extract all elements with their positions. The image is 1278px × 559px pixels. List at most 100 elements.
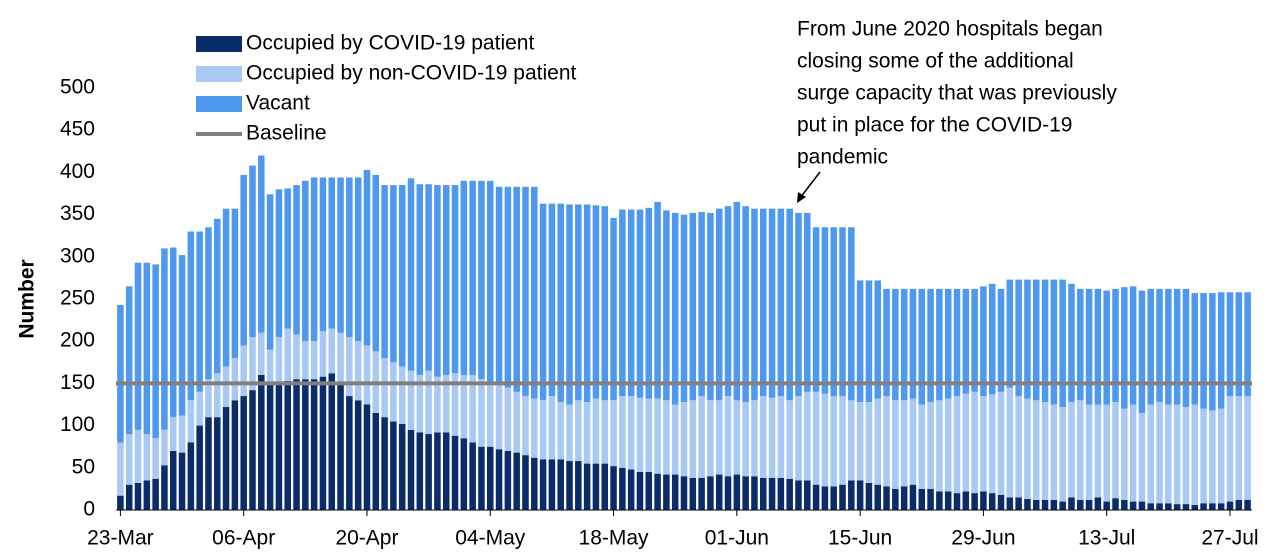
bar-segment bbox=[205, 417, 212, 510]
bar-segment bbox=[169, 450, 177, 510]
y-axis-label: Number bbox=[16, 259, 39, 338]
bar-segment bbox=[1165, 288, 1172, 405]
bar-segment bbox=[539, 400, 547, 460]
y-tick-label: 450 bbox=[60, 118, 95, 141]
x-tick-label: 29-Jun bbox=[951, 527, 1015, 550]
bar-segment bbox=[786, 208, 793, 401]
y-tick-label: 350 bbox=[60, 202, 95, 225]
bar-segment bbox=[548, 203, 556, 397]
bar-segment bbox=[1077, 288, 1084, 401]
bar-segment bbox=[892, 288, 899, 401]
bar-segment bbox=[134, 262, 142, 430]
bar-segment bbox=[205, 379, 212, 418]
bar-segment bbox=[487, 383, 494, 447]
bar-segment bbox=[592, 398, 600, 464]
bar-segment bbox=[134, 429, 142, 483]
bar-segment bbox=[469, 442, 476, 510]
bar-segment bbox=[178, 415, 186, 453]
bar-segment bbox=[751, 476, 758, 510]
bar-segment bbox=[1129, 286, 1137, 405]
bar-segment bbox=[513, 452, 520, 510]
bar-segment bbox=[372, 174, 380, 352]
bar-segment bbox=[1226, 501, 1234, 510]
bar-segment bbox=[1059, 279, 1066, 408]
bar-segment bbox=[874, 398, 881, 485]
bar-segment bbox=[495, 449, 503, 510]
bar-segment bbox=[724, 476, 732, 510]
bar-segment bbox=[795, 396, 802, 481]
bar-segment bbox=[460, 374, 468, 439]
bar-segment bbox=[865, 401, 873, 483]
bar-segment bbox=[407, 370, 415, 430]
bar-segment bbox=[839, 396, 846, 485]
bar-segment bbox=[1191, 404, 1199, 505]
bar-segment bbox=[1068, 497, 1075, 510]
bar-segment bbox=[680, 401, 688, 477]
bar-segment bbox=[1103, 404, 1110, 502]
bar-segment bbox=[645, 472, 653, 510]
bar-segment bbox=[698, 477, 705, 510]
bar-segment bbox=[1121, 408, 1128, 500]
bar-segment bbox=[363, 169, 371, 346]
bar-segment bbox=[1103, 501, 1110, 510]
bar-segment bbox=[548, 396, 556, 460]
bar-segment bbox=[1156, 288, 1163, 402]
bar-segment bbox=[284, 380, 291, 510]
bar-segment bbox=[513, 186, 520, 392]
bar-segment bbox=[980, 286, 987, 397]
bar-segment bbox=[575, 461, 582, 510]
bar-segment bbox=[733, 474, 741, 510]
annotation: closing some of the additional bbox=[797, 50, 1074, 73]
bar-segment bbox=[222, 366, 230, 408]
bar-segment bbox=[469, 180, 476, 375]
bar-segment bbox=[214, 417, 221, 510]
bar-segment bbox=[478, 180, 485, 380]
bar-segment bbox=[795, 480, 802, 510]
bar-segment bbox=[883, 486, 890, 510]
bar-segment bbox=[689, 400, 697, 478]
bar-segment bbox=[812, 227, 820, 392]
bar-segment bbox=[619, 396, 626, 468]
bar-segment bbox=[689, 477, 697, 510]
bar-segment bbox=[962, 491, 970, 510]
bar-segment bbox=[240, 174, 247, 346]
bar-segment bbox=[1085, 404, 1093, 500]
bar-segment bbox=[768, 477, 776, 510]
bar-segment bbox=[636, 397, 644, 473]
y-tick-label: 400 bbox=[60, 160, 95, 183]
bar-segment bbox=[592, 205, 600, 399]
bar-segment bbox=[266, 383, 274, 510]
bar-segment bbox=[487, 180, 494, 384]
bar-segment bbox=[856, 480, 864, 510]
bar-segment bbox=[1209, 293, 1216, 411]
bar-segment bbox=[328, 328, 336, 374]
bar-segment bbox=[1112, 401, 1119, 499]
bar-segment bbox=[848, 480, 855, 510]
x-tick-label: 20-Apr bbox=[335, 527, 398, 550]
bar-segment bbox=[892, 488, 899, 510]
bar-segment bbox=[1217, 503, 1225, 510]
bar-segment bbox=[636, 209, 644, 398]
bar-segment bbox=[293, 334, 300, 380]
bar-segment bbox=[381, 358, 388, 418]
y-tick-label: 0 bbox=[83, 498, 95, 521]
bar-segment bbox=[1112, 498, 1119, 510]
bar-segment bbox=[504, 387, 512, 451]
bar-segment bbox=[830, 396, 837, 487]
bar-segment bbox=[742, 401, 749, 477]
bar-segment bbox=[187, 442, 195, 510]
bar-segment bbox=[883, 288, 890, 397]
bar-segment bbox=[671, 474, 679, 510]
annotation: From June 2020 hospitals began bbox=[797, 18, 1103, 41]
bar-segment bbox=[1138, 290, 1146, 413]
bar-segment bbox=[627, 469, 635, 510]
bar-segment bbox=[161, 465, 168, 510]
bar-segment bbox=[1129, 501, 1137, 510]
bar-segment bbox=[522, 455, 529, 510]
bar-segment bbox=[627, 396, 635, 470]
bar-segment bbox=[214, 218, 221, 374]
bar-segment bbox=[610, 217, 617, 401]
bar-segment bbox=[478, 446, 485, 510]
bar-segment bbox=[936, 400, 943, 492]
bar-segment bbox=[196, 391, 203, 426]
